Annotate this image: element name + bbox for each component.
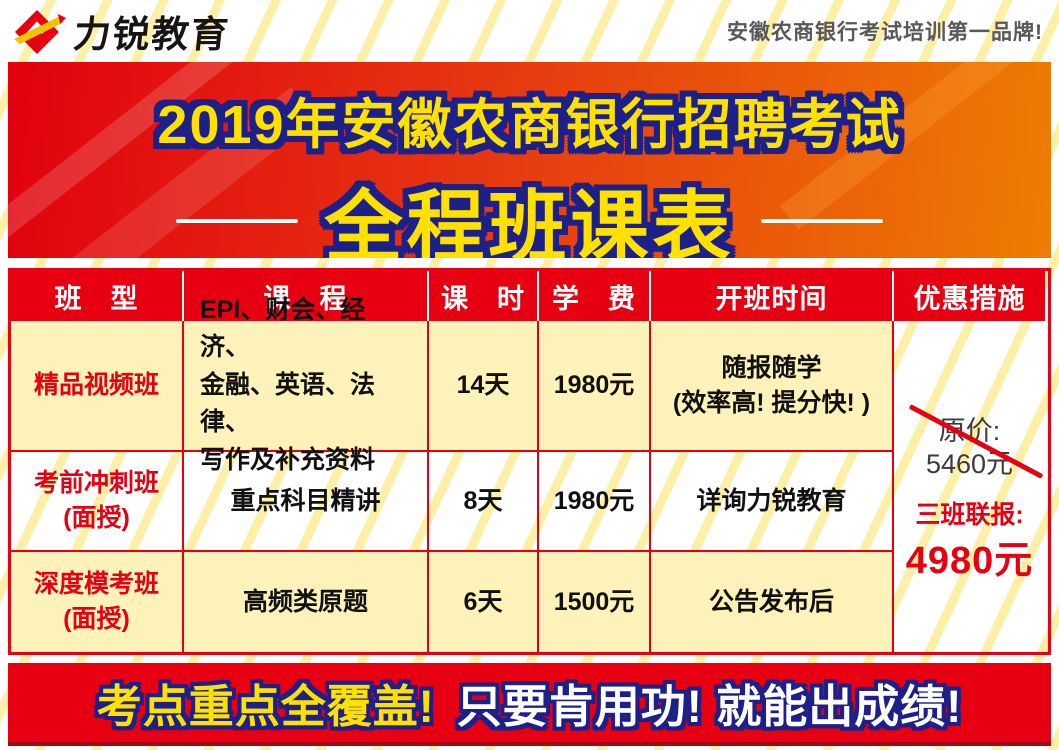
table-cell-schedule: 公告发布后 bbox=[651, 552, 894, 652]
table-cell-fee: 1980元 bbox=[539, 452, 651, 552]
table-cell-duration: 14天 bbox=[429, 321, 539, 452]
column-header-course: 课 程 bbox=[184, 271, 429, 321]
table-cell-course: 重点科目精讲 bbox=[184, 452, 429, 552]
table-cell-class-type: 深度模考班 (面授) bbox=[11, 552, 184, 652]
table-cell-duration: 6天 bbox=[429, 552, 539, 652]
table-cell-course: EPI、财会、经济、 金融、英语、法律、 写作及补充资料 bbox=[184, 296, 429, 474]
column-header-fee: 学 费 bbox=[539, 271, 651, 321]
column-header-class-type: 班 型 bbox=[11, 271, 184, 321]
brand-name: 力锐教育 bbox=[71, 14, 232, 55]
right-divider-line bbox=[760, 219, 883, 223]
banner-title-line1: 2019年安徽农商银行招聘考试 bbox=[157, 95, 902, 155]
banner-title-line2-row: 全程班课表 bbox=[8, 165, 1051, 258]
table-cell-course: 高频类原题 bbox=[184, 552, 429, 652]
column-header-schedule: 开班时间 bbox=[651, 271, 894, 321]
slogan-effort: 只要肯用功! 就能出成绩! bbox=[456, 681, 963, 732]
table-cell-class-type: 考前冲刺班 (面授) bbox=[11, 452, 184, 552]
left-divider-line bbox=[176, 219, 299, 223]
promo-cell: 原价: 5460元 三班联报: 4980元 bbox=[894, 321, 1045, 652]
column-header-promo: 优惠措施 bbox=[894, 271, 1045, 321]
top-bar: 力锐教育 安徽农商银行考试培训第一品牌! bbox=[0, 0, 1059, 62]
table-cell-fee: 1980元 bbox=[539, 321, 651, 452]
table-cell-schedule: 详询力锐教育 bbox=[651, 452, 894, 552]
slogan-coverage: 考点重点全覆盖! bbox=[96, 681, 435, 732]
brand: 力锐教育 bbox=[14, 4, 232, 58]
table-cell-class-type: 精品视频班 bbox=[11, 321, 184, 452]
original-price: 原价: 5460元 bbox=[925, 415, 1014, 480]
tagline: 安徽农商银行考试培训第一品牌! bbox=[727, 21, 1043, 44]
course-table: 班 型 课 程 课 时 学 费 开班时间 优惠措施 精品视频班 EPI、财会、经… bbox=[8, 268, 1051, 655]
table-cell-schedule: 随报随学 (效率高! 提分快! ) bbox=[651, 321, 894, 452]
brand-logo-icon bbox=[14, 10, 66, 54]
table-cell-duration: 8天 bbox=[429, 452, 539, 552]
banner-title-line2: 全程班课表 bbox=[324, 183, 735, 258]
bottom-banner: 考点重点全覆盖! 只要肯用功! 就能出成绩! bbox=[8, 663, 1051, 746]
bundle-label: 三班联报: bbox=[915, 501, 1024, 530]
table-cell-fee: 1500元 bbox=[539, 552, 651, 652]
bundle-price: 4980元 bbox=[905, 540, 1034, 583]
column-header-duration: 课 时 bbox=[429, 271, 539, 321]
main-banner: 2019年安徽农商银行招聘考试 全程班课表 bbox=[8, 62, 1051, 258]
